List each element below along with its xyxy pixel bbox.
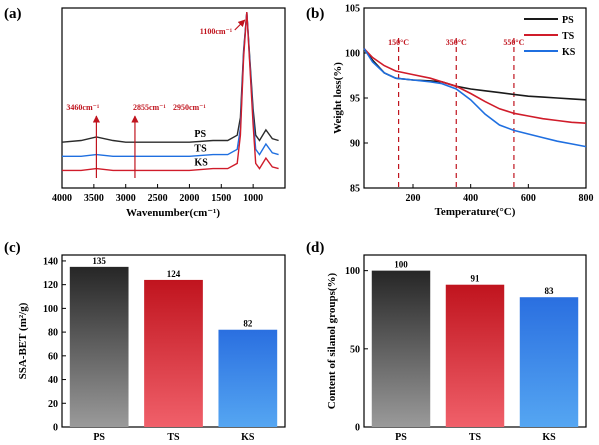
peak-annotation-2855: 2855cm⁻¹ xyxy=(133,103,166,112)
y-axis-label-c: SSA-BET (m²/g) xyxy=(17,302,29,379)
series-lines-b xyxy=(363,47,587,148)
x-tick-label-a: 2000 xyxy=(179,193,199,204)
x-tick-label-c: KS xyxy=(241,432,255,443)
axis-ticks-b: 200 400 600 800 85 90 95 100 105 xyxy=(345,4,594,205)
x-axis-label-b: Temperature(°C) xyxy=(435,206,516,218)
bars-c: 135 124 82 xyxy=(69,256,278,427)
y-tick-label-c: 20 xyxy=(48,399,58,410)
legend-b: PS TS KS xyxy=(524,15,576,58)
bar-value-label-ks: 82 xyxy=(243,319,253,329)
temperature-marker-label: 550°C xyxy=(503,38,524,47)
y-tick-label-c: 60 xyxy=(48,351,58,362)
y-axis-label-b: Weight loss(%) xyxy=(332,62,344,134)
tga-line-ts xyxy=(363,47,587,124)
spectrum-line-ts xyxy=(62,11,279,158)
x-tick-label-b: 800 xyxy=(579,193,594,204)
x-tick-label-d: KS xyxy=(542,432,556,443)
peak-annotation-3460: 3460cm⁻¹ xyxy=(66,103,99,112)
bar-ts xyxy=(445,284,505,427)
spectrum-label-ps: PS xyxy=(194,129,206,140)
x-tick-label-a: 3500 xyxy=(84,193,104,204)
axis-ticks-c: 0 20 40 60 80 100 120 140 PS TS KS xyxy=(43,256,255,443)
x-tick-label-a: 3000 xyxy=(116,193,136,204)
y-tick-label-b: 95 xyxy=(350,94,360,105)
bar-value-label-ps: 135 xyxy=(92,256,106,266)
x-tick-label-b: 400 xyxy=(463,193,478,204)
annotations-a: 1100cm⁻¹ 3460cm⁻¹ 2855cm⁻¹ 2950cm⁻¹ xyxy=(66,19,246,178)
x-tick-label-b: 200 xyxy=(406,193,421,204)
y-tick-label-c: 140 xyxy=(43,256,58,267)
panel-label-a: (a) xyxy=(4,6,22,22)
legend-label-ps: PS xyxy=(562,15,574,26)
spectrum-label-ts: TS xyxy=(194,143,207,154)
bar-ts xyxy=(144,279,203,427)
x-tick-label-a: 2500 xyxy=(148,193,168,204)
bar-ks xyxy=(218,329,278,427)
peak-annotation-1100: 1100cm⁻¹ xyxy=(200,27,233,36)
bar-ps xyxy=(371,270,431,427)
y-tick-label-b: 85 xyxy=(350,184,360,195)
panel-b-tga: (b) 200 400 600 800 85 90 95 100 105 150°C 350°C 5… xyxy=(306,4,594,219)
panel-a-ftir: (a) 4000 3500 3000 2500 2000 1500 1000 PSTSKS … xyxy=(4,6,286,219)
panel-c-ssa-bet: (c) 0 20 40 60 80 100 120 140 PS TS KS 135 124 82 SS… xyxy=(4,240,286,443)
tga-line-ps xyxy=(363,48,587,101)
y-tick-label-c: 80 xyxy=(48,328,58,339)
spectrum-line-ps xyxy=(61,11,279,143)
peak-arrow-1100 xyxy=(234,19,246,31)
series-lines-a: PS TS KS xyxy=(61,11,279,172)
bar-value-label-ps: 100 xyxy=(394,260,408,270)
x-tick-label-d: TS xyxy=(469,432,482,443)
y-tick-label-d: 0 xyxy=(355,423,360,434)
x-tick-label-c: PS xyxy=(93,432,105,443)
x-tick-label-b: 600 xyxy=(521,193,536,204)
y-tick-label-b: 105 xyxy=(345,4,360,15)
spectrum-line-ks xyxy=(62,11,279,172)
x-axis-label-a: Wavenumber(cm⁻¹) xyxy=(126,207,220,219)
temperature-markers-b: 150°C 350°C 550°C xyxy=(388,38,525,188)
legend-label-ts: TS xyxy=(562,31,575,42)
x-tick-label-d: PS xyxy=(395,432,407,443)
peak-annotation-2950: 2950cm⁻¹ xyxy=(173,103,206,112)
y-axis-label-d: Content of silanol groups(%) xyxy=(326,272,338,409)
bar-value-label-ts: 124 xyxy=(167,269,181,279)
y-tick-label-c: 120 xyxy=(43,280,58,291)
legend-label-ks: KS xyxy=(562,47,576,58)
x-tick-label-a: 4000 xyxy=(52,193,72,204)
panel-label-d: (d) xyxy=(306,240,324,256)
plot-frame-a xyxy=(61,7,286,189)
bar-ps xyxy=(69,266,129,427)
y-tick-label-c: 40 xyxy=(48,375,58,386)
x-tick-label-a: 1500 xyxy=(211,193,231,204)
y-tick-label-c: 100 xyxy=(43,304,58,315)
panel-label-c: (c) xyxy=(4,240,21,256)
spectrum-label-ks: KS xyxy=(194,157,208,168)
temperature-marker-label: 150°C xyxy=(388,38,409,47)
panel-label-b: (b) xyxy=(306,6,324,22)
x-tick-label-c: TS xyxy=(167,432,180,443)
bar-value-label-ts: 91 xyxy=(471,274,481,284)
temperature-marker-label: 350°C xyxy=(446,38,467,47)
y-tick-label-d: 100 xyxy=(345,266,360,277)
y-tick-label-b: 100 xyxy=(345,49,360,60)
x-tick-label-a: 1000 xyxy=(243,193,263,204)
y-tick-label-b: 90 xyxy=(350,139,360,150)
bar-ks xyxy=(519,297,579,427)
y-tick-label-c: 0 xyxy=(53,423,58,434)
y-tick-label-d: 50 xyxy=(350,344,360,355)
bar-value-label-ks: 83 xyxy=(545,286,555,296)
panel-d-silanol: (d) 0 50 100 PS TS KS 100 91 83 Content of sila… xyxy=(306,240,587,443)
x-ticks-a: 4000 3500 3000 2500 2000 1500 1000 xyxy=(52,184,263,204)
bars-d: 100 91 83 xyxy=(371,260,579,427)
tga-line-ks xyxy=(363,48,587,148)
